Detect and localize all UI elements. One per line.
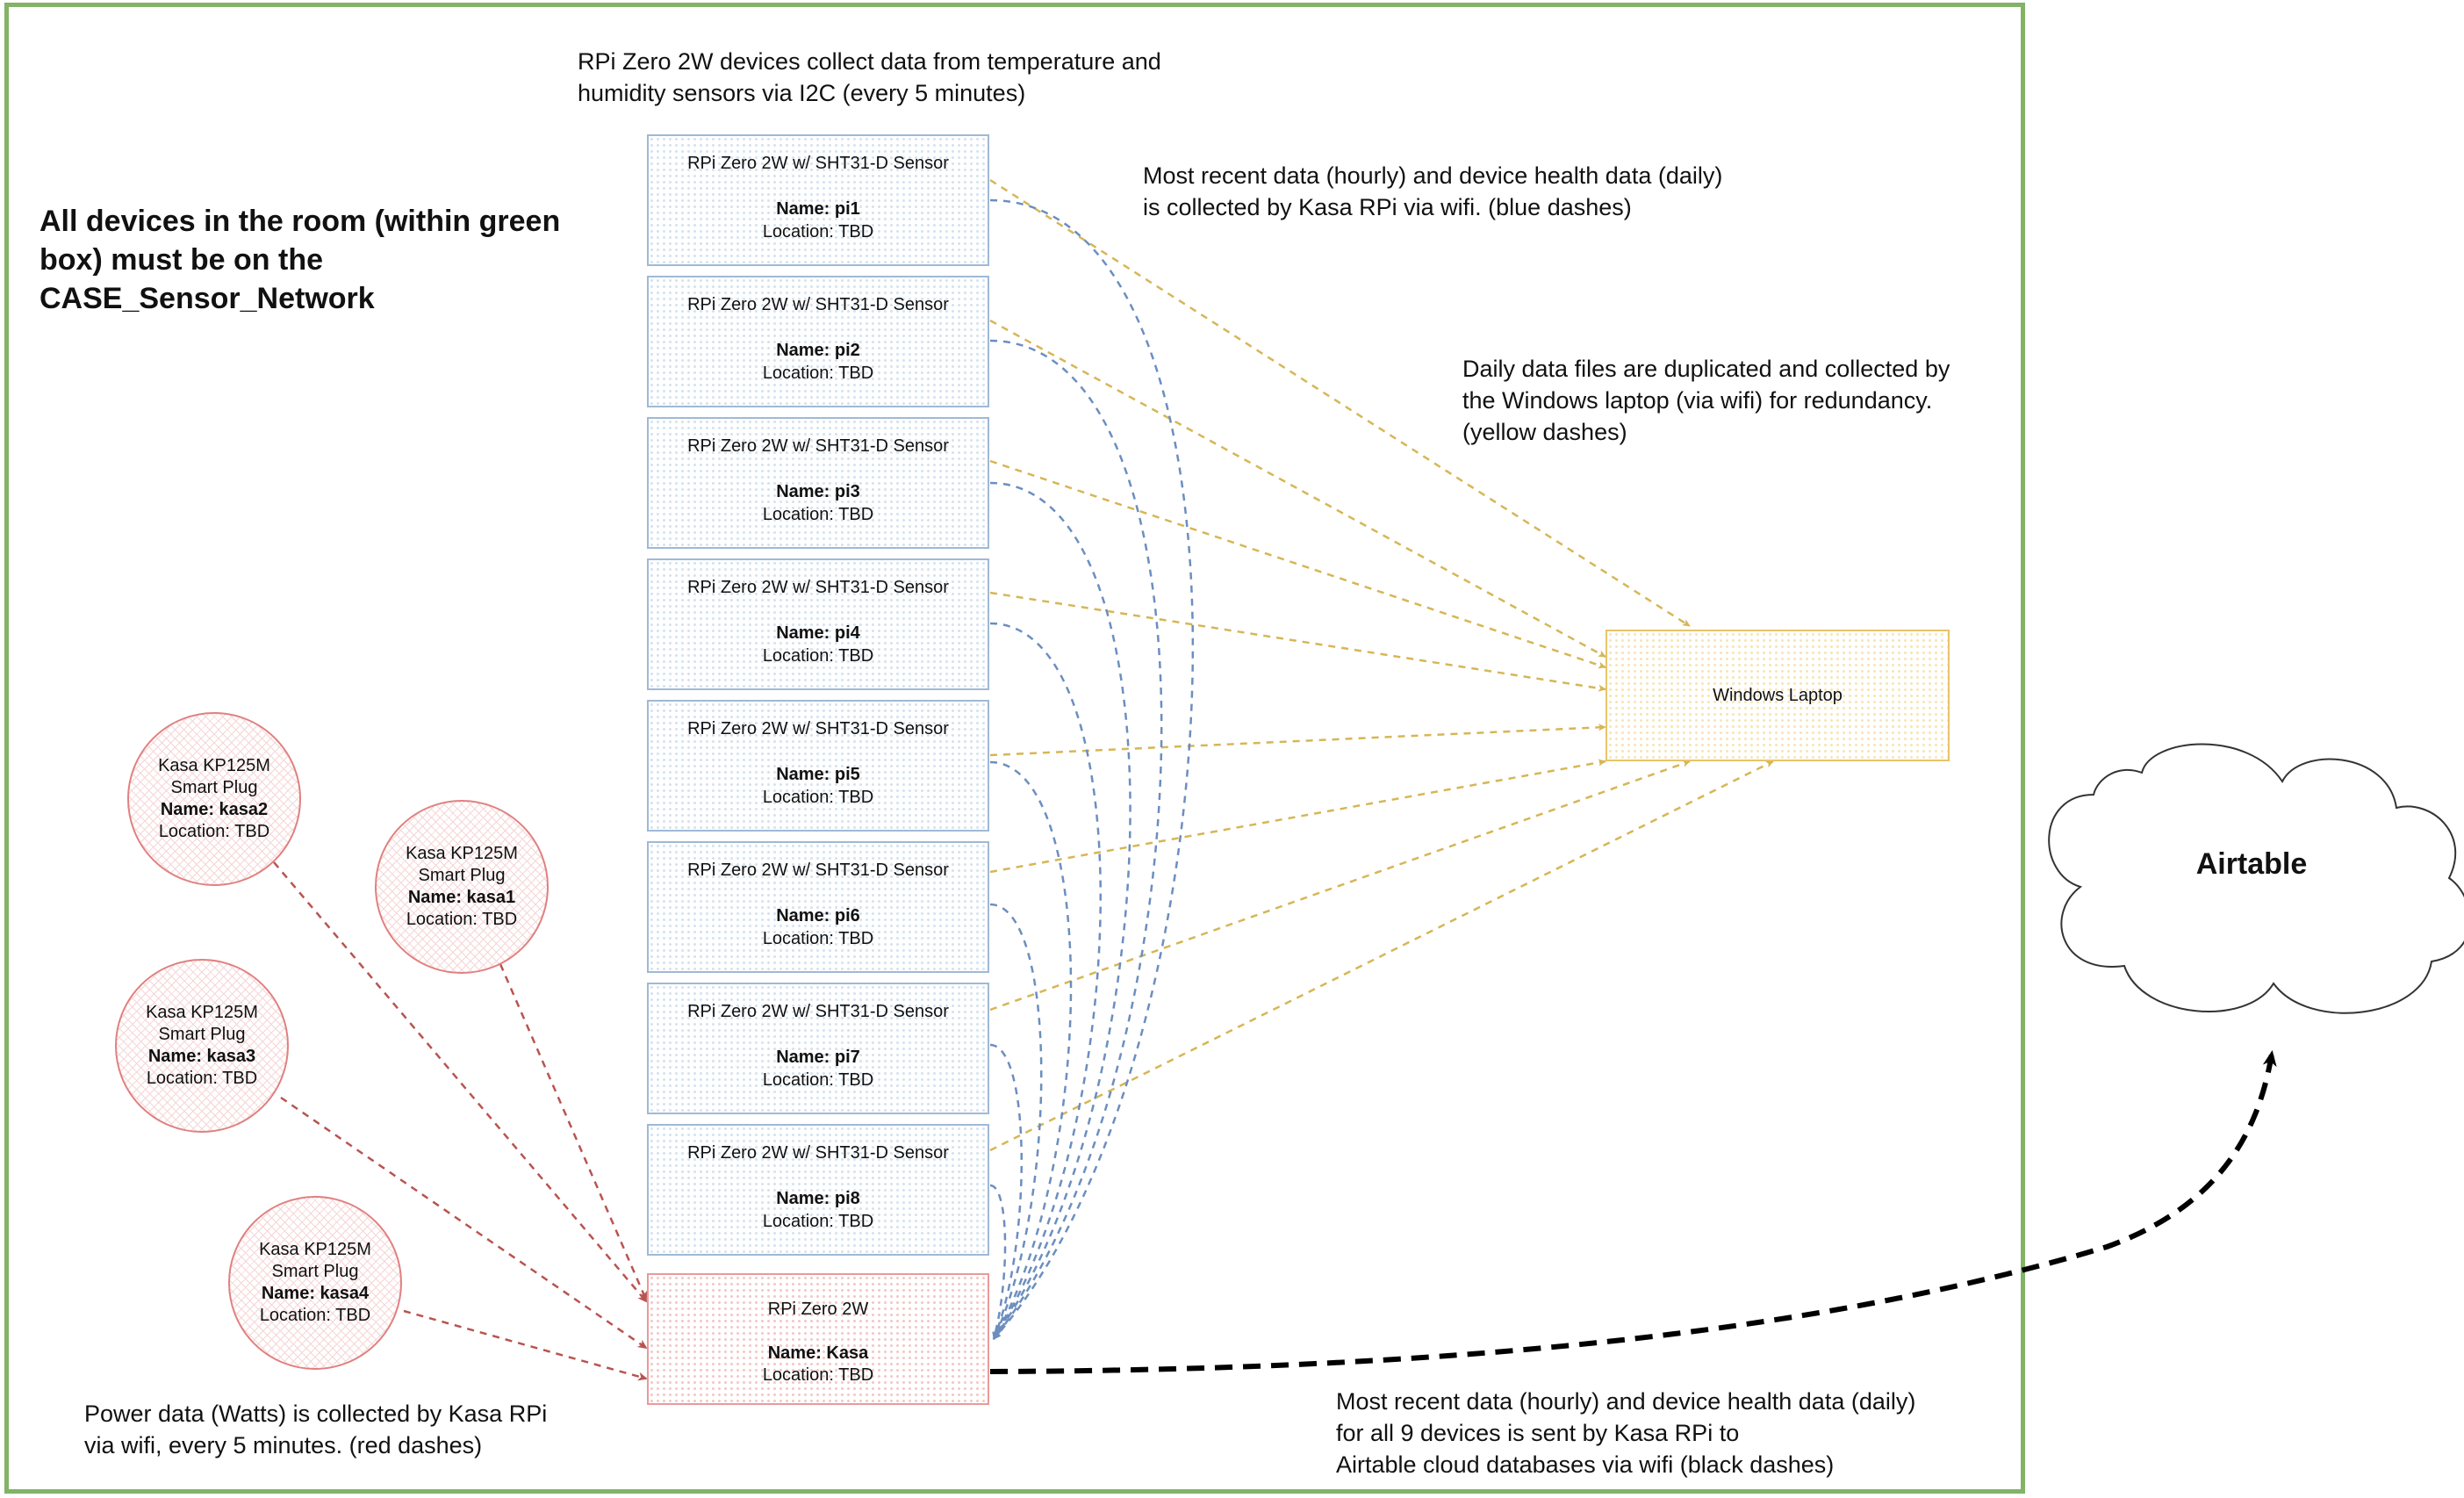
room-note: All devices in the room (within green bo… (40, 205, 561, 315)
pi-device-location: Location: TBD (762, 222, 874, 241)
smart-plug-title: Kasa KP125M Smart Plug (259, 1240, 371, 1281)
blue-dashes-note: Most recent data (hourly) and device hea… (1143, 162, 1723, 220)
pi-device-title: RPi Zero 2W w/ SHT31-D Sensor (687, 578, 949, 597)
airtable-cloud-icon (2048, 743, 2464, 1014)
black-dash-line (989, 1050, 2277, 1374)
pi-device-box: RPi Zero 2W w/ SHT31-D Sensor Name: pi7 … (647, 983, 989, 1114)
pi-device-location: Location: TBD (762, 929, 874, 948)
windows-laptop-label: Windows Laptop (1713, 685, 1843, 705)
pi-device-location: Location: TBD (762, 646, 874, 666)
pi-device-name: Name: pi7 (776, 1048, 860, 1067)
red-dashes-note: Power data (Watts) is collected by Kasa … (84, 1401, 548, 1458)
smart-plug-location: Location: TBD (158, 822, 270, 841)
smart-plug-circle: Kasa KP125M Smart Plug Name: kasa2 Locat… (127, 712, 301, 886)
pi-device-location: Location: TBD (762, 1070, 874, 1090)
pi-device-location: Location: TBD (762, 788, 874, 807)
pi-device-box: RPi Zero 2W w/ SHT31-D Sensor Name: pi2 … (647, 276, 989, 407)
pi-device-box: RPi Zero 2W w/ SHT31-D Sensor Name: pi8 … (647, 1124, 989, 1256)
pi-device-location: Location: TBD (762, 505, 874, 524)
pi-device-name: Name: pi4 (776, 623, 860, 643)
yellow-dashes-note: Daily data files are duplicated and coll… (1462, 356, 1950, 445)
smart-plug-circle: Kasa KP125M Smart Plug Name: kasa1 Locat… (375, 800, 549, 974)
pi-device-title: RPi Zero 2W w/ SHT31-D Sensor (687, 295, 949, 314)
smart-plug-title: Kasa KP125M Smart Plug (146, 1003, 258, 1044)
pi-device-name: Name: pi8 (776, 1189, 860, 1208)
smart-plug-location: Location: TBD (146, 1069, 258, 1088)
kasa-rpi-name: Name: Kasa (767, 1343, 869, 1363)
smart-plug-name: Name: kasa2 (160, 800, 269, 819)
pi-device-title: RPi Zero 2W w/ SHT31-D Sensor (687, 1143, 949, 1163)
smart-plug-location: Location: TBD (406, 910, 518, 929)
pi-device-box: RPi Zero 2W w/ SHT31-D Sensor Name: pi3 … (647, 417, 989, 549)
smart-plug-name: Name: kasa4 (261, 1284, 370, 1303)
black-dashes-note: Most recent data (hourly) and device hea… (1336, 1388, 1916, 1478)
smart-plug-title: Kasa KP125M Smart Plug (406, 844, 518, 885)
smart-plug-title: Kasa KP125M Smart Plug (158, 756, 270, 797)
pi-device-title: RPi Zero 2W w/ SHT31-D Sensor (687, 154, 949, 173)
room-boundary-box (4, 3, 2025, 1494)
pi-device-box: RPi Zero 2W w/ SHT31-D Sensor Name: pi6 … (647, 841, 989, 973)
windows-laptop-box: Windows Laptop (1606, 630, 1950, 761)
kasa-rpi-location: Location: TBD (762, 1365, 874, 1385)
pi-device-name: Name: pi2 (776, 341, 860, 360)
blue-dash-lines (989, 198, 1194, 1340)
pi-device-title: RPi Zero 2W w/ SHT31-D Sensor (687, 436, 949, 456)
pi-device-location: Location: TBD (762, 364, 874, 383)
smart-plug-circle: Kasa KP125M Smart Plug Name: kasa3 Locat… (115, 959, 289, 1133)
pi-device-name: Name: pi1 (776, 199, 860, 219)
pi-device-box: RPi Zero 2W w/ SHT31-D Sensor Name: pi1 … (647, 134, 989, 266)
pi-device-name: Name: pi5 (776, 765, 860, 784)
header-note: RPi Zero 2W devices collect data from te… (578, 48, 1161, 106)
pi-device-name: Name: pi6 (776, 906, 860, 925)
pi-device-location: Location: TBD (762, 1212, 874, 1231)
smart-plug-location: Location: TBD (259, 1306, 371, 1325)
kasa-rpi-title: RPi Zero 2W (767, 1300, 869, 1319)
smart-plug-circle: Kasa KP125M Smart Plug Name: kasa4 Locat… (228, 1196, 402, 1370)
smart-plug-name: Name: kasa3 (147, 1047, 256, 1066)
pi-device-box: RPi Zero 2W w/ SHT31-D Sensor Name: pi4 … (647, 558, 989, 690)
pi-device-title: RPi Zero 2W w/ SHT31-D Sensor (687, 861, 949, 880)
pi-device-title: RPi Zero 2W w/ SHT31-D Sensor (687, 1002, 949, 1021)
kasa-rpi-box: RPi Zero 2W Name: Kasa Location: TBD (647, 1273, 989, 1405)
yellow-dash-lines (989, 178, 1774, 1152)
pi-device-name: Name: pi3 (776, 482, 860, 501)
red-dash-lines (273, 861, 648, 1381)
airtable-label: Airtable (2195, 847, 2308, 881)
pi-device-box: RPi Zero 2W w/ SHT31-D Sensor Name: pi5 … (647, 700, 989, 832)
pi-device-title: RPi Zero 2W w/ SHT31-D Sensor (687, 719, 949, 738)
smart-plug-name: Name: kasa1 (407, 888, 516, 907)
